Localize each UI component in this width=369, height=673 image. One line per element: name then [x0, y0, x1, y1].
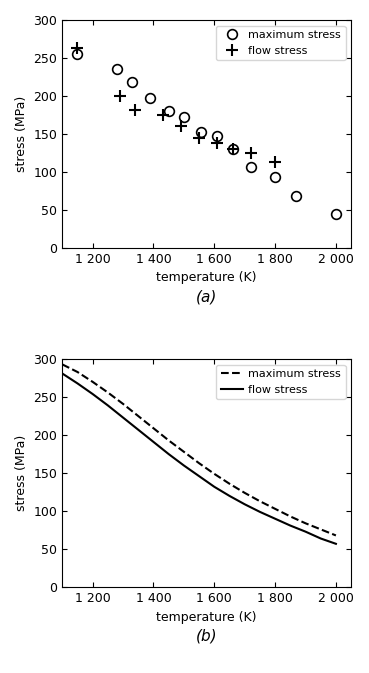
maximum stress: [130, 78, 134, 86]
maximum stress: [182, 448, 186, 456]
flow stress: [121, 414, 125, 422]
maximum stress: [288, 512, 293, 520]
maximum stress: [182, 112, 186, 120]
Y-axis label: stress (MPa): stress (MPa): [15, 435, 28, 511]
maximum stress: [249, 163, 253, 171]
maximum stress: [230, 145, 235, 153]
flow stress: [106, 401, 110, 409]
flow stress: [60, 369, 65, 378]
flow stress: [318, 534, 323, 542]
maximum stress: [294, 192, 299, 201]
maximum stress: [215, 133, 220, 141]
maximum stress: [166, 436, 171, 444]
maximum stress: [75, 50, 80, 59]
flow stress: [227, 492, 232, 500]
maximum stress: [136, 412, 141, 420]
maximum stress: [199, 128, 203, 136]
flow stress: [212, 483, 217, 491]
maximum stress: [197, 459, 201, 467]
maximum stress: [334, 210, 338, 218]
flow stress: [215, 139, 220, 147]
maximum stress: [318, 526, 323, 534]
flow stress: [161, 111, 165, 119]
maximum stress: [258, 497, 262, 505]
maximum stress: [115, 65, 119, 73]
flow stress: [273, 158, 277, 166]
maximum stress: [90, 378, 95, 386]
Legend: maximum stress, flow stress: maximum stress, flow stress: [216, 365, 345, 399]
maximum stress: [121, 400, 125, 408]
flow stress: [273, 515, 277, 523]
Line: flow stress: flow stress: [72, 42, 281, 168]
Y-axis label: stress (MPa): stress (MPa): [15, 96, 28, 172]
flow stress: [75, 380, 80, 388]
Legend: maximum stress, flow stress: maximum stress, flow stress: [216, 26, 345, 60]
flow stress: [197, 472, 201, 481]
flow stress: [151, 438, 156, 446]
flow stress: [179, 122, 183, 131]
maximum stress: [212, 470, 217, 478]
flow stress: [136, 426, 141, 434]
maximum stress: [75, 368, 80, 376]
flow stress: [249, 149, 253, 157]
Text: (b): (b): [196, 628, 217, 643]
flow stress: [166, 450, 171, 458]
maximum stress: [273, 505, 277, 513]
flow stress: [334, 540, 338, 548]
maximum stress: [148, 94, 153, 102]
maximum stress: [242, 489, 247, 497]
flow stress: [75, 44, 80, 52]
Text: (a): (a): [196, 289, 217, 304]
Line: maximum stress: maximum stress: [62, 364, 336, 536]
maximum stress: [303, 520, 308, 528]
X-axis label: temperature (K): temperature (K): [156, 610, 257, 624]
maximum stress: [273, 174, 277, 182]
flow stress: [230, 145, 235, 153]
flow stress: [182, 462, 186, 470]
maximum stress: [60, 360, 65, 368]
flow stress: [242, 500, 247, 508]
flow stress: [303, 528, 308, 536]
Line: flow stress: flow stress: [62, 374, 336, 544]
maximum stress: [334, 532, 338, 540]
maximum stress: [166, 107, 171, 115]
Line: maximum stress: maximum stress: [73, 49, 341, 219]
flow stress: [90, 390, 95, 398]
maximum stress: [227, 480, 232, 488]
flow stress: [197, 134, 201, 142]
flow stress: [118, 92, 122, 100]
X-axis label: temperature (K): temperature (K): [156, 271, 257, 285]
maximum stress: [151, 424, 156, 432]
flow stress: [258, 508, 262, 516]
flow stress: [133, 106, 138, 114]
maximum stress: [106, 388, 110, 396]
flow stress: [288, 522, 293, 530]
